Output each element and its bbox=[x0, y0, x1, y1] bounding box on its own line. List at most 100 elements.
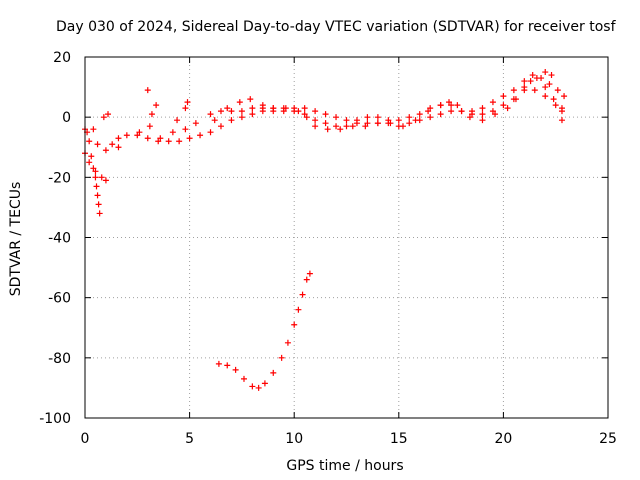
data-point bbox=[322, 111, 329, 118]
data-point bbox=[538, 75, 545, 82]
data-point bbox=[349, 123, 356, 130]
axis-ticks: 0 5 10 15 20 25 -100 -80 -60 -40 -20 0 20 bbox=[39, 50, 617, 447]
data-point bbox=[362, 123, 369, 130]
y-tick-label: -60 bbox=[48, 291, 71, 307]
data-point bbox=[136, 129, 143, 136]
y-tick-label: -80 bbox=[48, 351, 71, 367]
data-point bbox=[531, 87, 538, 94]
data-point bbox=[500, 93, 507, 100]
data-point bbox=[550, 96, 557, 103]
data-point bbox=[364, 114, 371, 121]
data-point bbox=[542, 93, 549, 100]
data-point bbox=[123, 132, 130, 139]
data-point bbox=[324, 126, 331, 133]
data-point bbox=[215, 360, 222, 367]
y-tick-label: 0 bbox=[62, 110, 71, 126]
data-point bbox=[249, 105, 256, 112]
data-point bbox=[217, 123, 224, 130]
data-point bbox=[155, 138, 162, 145]
data-point bbox=[312, 117, 319, 124]
data-point bbox=[224, 105, 231, 112]
data-point bbox=[427, 114, 434, 121]
data-point bbox=[249, 111, 256, 118]
data-point bbox=[291, 321, 298, 328]
data-point bbox=[512, 96, 519, 103]
data-point bbox=[466, 114, 473, 121]
data-point bbox=[270, 369, 277, 376]
x-tick-label: 25 bbox=[599, 431, 617, 447]
data-point bbox=[238, 108, 245, 115]
data-point bbox=[174, 117, 181, 124]
data-point bbox=[353, 120, 360, 127]
data-point bbox=[437, 102, 444, 109]
data-point bbox=[94, 192, 101, 199]
grid-lines bbox=[85, 57, 608, 418]
data-point bbox=[489, 99, 496, 106]
data-point bbox=[558, 108, 565, 115]
data-point bbox=[148, 111, 155, 118]
data-point bbox=[479, 111, 486, 118]
data-point bbox=[134, 132, 141, 139]
x-axis-label: GPS time / hours bbox=[286, 458, 403, 474]
data-point bbox=[211, 117, 218, 124]
data-point bbox=[238, 114, 245, 121]
y-tick-label: -100 bbox=[39, 411, 71, 427]
data-point bbox=[500, 102, 507, 109]
data-point bbox=[207, 111, 214, 118]
data-point bbox=[521, 78, 528, 85]
data-point bbox=[102, 147, 109, 154]
data-point bbox=[301, 111, 308, 118]
data-point bbox=[295, 108, 302, 115]
data-point bbox=[364, 120, 371, 127]
data-point bbox=[561, 93, 568, 100]
data-point bbox=[115, 144, 122, 151]
data-point bbox=[416, 111, 423, 118]
data-point bbox=[529, 72, 536, 79]
data-point bbox=[88, 153, 95, 160]
data-point bbox=[458, 108, 465, 115]
data-point bbox=[521, 84, 528, 91]
data-point bbox=[546, 81, 553, 88]
data-point bbox=[489, 108, 496, 115]
data-point bbox=[93, 183, 100, 190]
data-point bbox=[96, 210, 103, 217]
data-point bbox=[425, 108, 432, 115]
data-point bbox=[446, 99, 453, 106]
data-point bbox=[343, 117, 350, 124]
chart-title: Day 030 of 2024, Sidereal Day-to-day VTE… bbox=[56, 19, 617, 35]
data-point bbox=[157, 135, 164, 142]
data-point bbox=[469, 108, 476, 115]
data-point bbox=[232, 366, 239, 373]
data-point bbox=[448, 102, 455, 109]
data-point bbox=[406, 114, 413, 121]
data-point bbox=[333, 123, 340, 130]
data-point bbox=[295, 306, 302, 313]
data-point bbox=[90, 126, 97, 133]
data-point bbox=[109, 141, 116, 148]
x-tick-label: 5 bbox=[185, 431, 194, 447]
data-point bbox=[249, 383, 256, 390]
data-point bbox=[102, 177, 109, 184]
data-point bbox=[228, 108, 235, 115]
data-point bbox=[207, 129, 214, 136]
y-tick-label: -40 bbox=[48, 231, 71, 247]
data-point bbox=[504, 105, 511, 112]
data-point bbox=[146, 123, 153, 130]
data-point bbox=[95, 201, 102, 208]
data-point bbox=[299, 291, 306, 298]
data-points bbox=[82, 69, 568, 391]
data-point bbox=[169, 129, 176, 136]
data-point bbox=[510, 87, 517, 94]
data-point bbox=[333, 114, 340, 121]
data-point bbox=[337, 126, 344, 133]
data-point bbox=[343, 123, 350, 130]
data-point bbox=[182, 126, 189, 133]
data-point bbox=[86, 159, 93, 166]
data-point bbox=[90, 165, 97, 172]
data-point bbox=[454, 102, 461, 109]
data-point bbox=[182, 105, 189, 112]
data-point bbox=[255, 384, 262, 391]
data-point bbox=[427, 105, 434, 112]
